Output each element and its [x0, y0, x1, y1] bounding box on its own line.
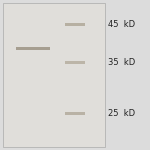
Bar	[16, 47, 50, 50]
Bar	[65, 23, 85, 26]
Text: 35  kD: 35 kD	[108, 58, 135, 67]
Bar	[65, 112, 85, 115]
Bar	[3, 3, 105, 147]
Text: 45  kD: 45 kD	[108, 20, 135, 29]
Bar	[65, 61, 85, 64]
Text: 25  kD: 25 kD	[108, 109, 135, 118]
